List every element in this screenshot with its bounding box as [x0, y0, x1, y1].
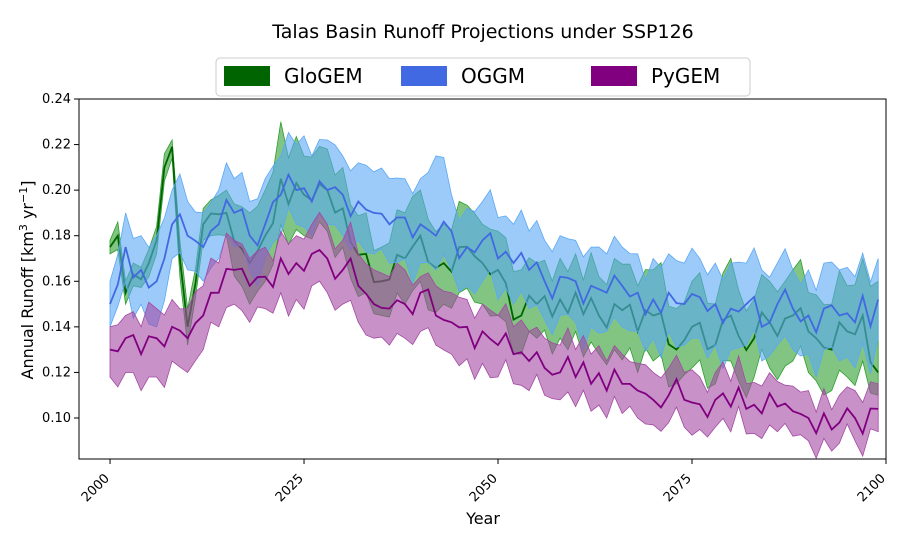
y-axis-label-yr: yr	[18, 203, 37, 225]
pygem-legend-label: PyGEM	[651, 64, 720, 88]
x-axis-label: Year	[465, 509, 500, 528]
y-tick-label: 0.14	[42, 320, 71, 335]
y-tick-label: 0.12	[42, 365, 71, 380]
y-tick-label: 0.16	[42, 274, 71, 289]
y-axis-label-sup-km: 3	[17, 224, 30, 231]
pygem-legend-swatch	[591, 66, 637, 86]
plot-frame	[78, 98, 887, 460]
oggm-median-line	[109, 172, 880, 335]
glogem-legend-swatch	[224, 66, 270, 86]
oggm-legend-swatch	[401, 66, 447, 86]
series-layer	[109, 121, 880, 459]
pygem-median-line	[109, 248, 879, 437]
y-tick-label: 0.18	[42, 229, 71, 244]
y-tick-label: 0.10	[42, 411, 71, 426]
oggm-legend-label: OGGM	[461, 64, 525, 88]
y-axis-label-close: ]	[18, 181, 37, 187]
y-axis-label: Annual Runoff [km3 yr−1]	[17, 181, 37, 380]
y-axis-label-sup-yr: −1	[17, 187, 30, 203]
plot-area	[109, 121, 880, 459]
glogem-legend-label: GloGEM	[284, 64, 363, 88]
pygem-range-band	[109, 211, 879, 459]
y-tick-label: 0.22	[42, 138, 71, 153]
oggm-range-band	[109, 131, 879, 379]
y-tick-label: 0.20	[42, 183, 71, 198]
y-axis-label-main: Annual Runoff [km	[18, 231, 37, 379]
y-tick-label: 0.24	[42, 92, 71, 107]
legend: GloGEM OGGM PyGEM	[215, 57, 751, 97]
chart-title: Talas Basin Runoff Projections under SSP…	[271, 21, 694, 43]
